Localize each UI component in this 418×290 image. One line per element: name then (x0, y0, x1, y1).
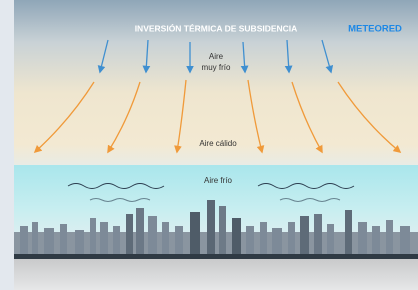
label-cold: Aire frío (204, 176, 233, 185)
infographic: INVERSIÓN TÉRMICA DE SUBSIDENCIA METEORE… (0, 0, 418, 290)
title: INVERSIÓN TÉRMICA DE SUBSIDENCIA (135, 22, 298, 33)
side-strip (0, 0, 14, 290)
label-very-cold: Aire (209, 52, 224, 61)
page: {"header": {"title": "INVERSIÓN TÉRMICA … (0, 0, 418, 290)
pavement (14, 259, 418, 290)
waterfront (14, 254, 418, 259)
label-very-cold: muy frío (202, 63, 231, 72)
brand: METEORED (348, 24, 402, 35)
label-warm: Aire cálido (199, 139, 237, 148)
